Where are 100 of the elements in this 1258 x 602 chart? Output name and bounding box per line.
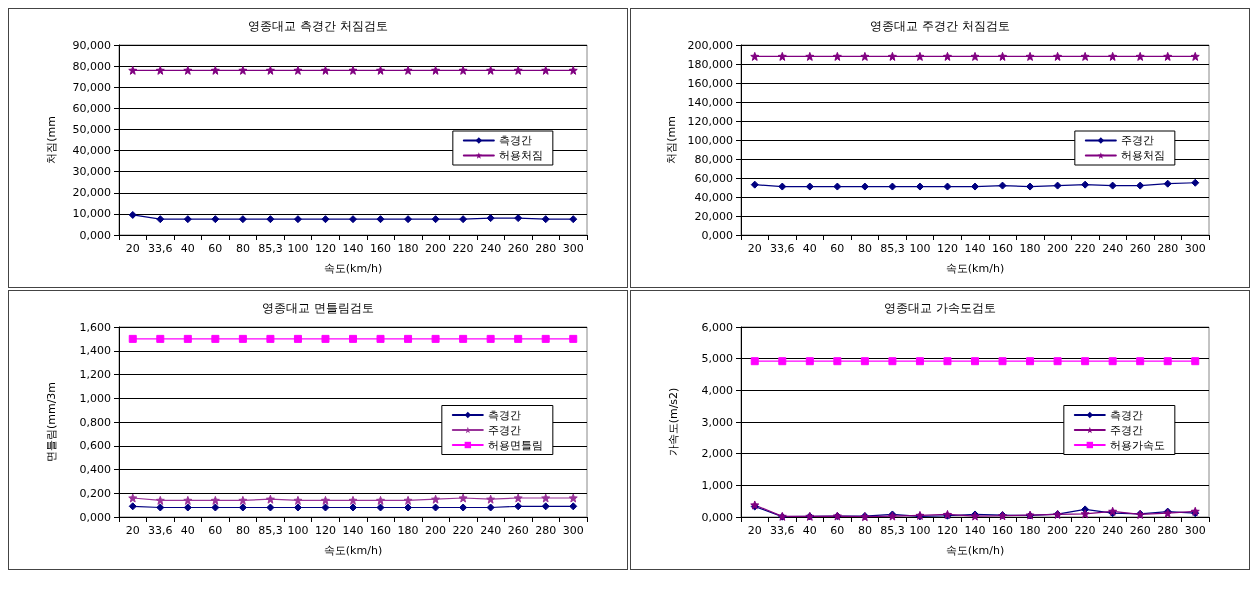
y-tick-label: 200,000 xyxy=(687,38,733,52)
y-tick-label: 0,000 xyxy=(701,228,733,242)
y-tick-label: 140,000 xyxy=(687,95,733,109)
x-tick-label: 80 xyxy=(857,524,872,537)
y-tick-label: 90,000 xyxy=(72,38,111,52)
x-axis-title: 속도(km/h) xyxy=(323,544,383,557)
y-tick-label: 0,600 xyxy=(79,439,111,453)
x-tick-label: 240 xyxy=(1102,524,1124,537)
x-tick-label: 240 xyxy=(480,524,502,537)
x-tick-label: 60 xyxy=(208,524,223,537)
y-axis-title: 처짐(mm xyxy=(45,116,58,164)
chart-title: 영종대교 가속도검토 xyxy=(884,301,996,315)
x-tick-label: 140 xyxy=(342,524,364,537)
x-tick-label: 40 xyxy=(802,242,817,255)
x-axis-title: 속도(km/h) xyxy=(323,262,383,275)
x-tick-label: 160 xyxy=(370,242,392,255)
x-tick-label: 40 xyxy=(180,242,195,255)
y-tick-label: 80,000 xyxy=(72,59,111,73)
y-tick-label: 0,000 xyxy=(79,510,111,524)
y-tick-label: 20,000 xyxy=(72,186,111,200)
y-tick-label: 100,000 xyxy=(687,133,733,147)
y-tick-label: 1,000 xyxy=(79,391,111,405)
x-tick-label: 160 xyxy=(992,524,1014,537)
x-tick-label: 220 xyxy=(452,524,474,537)
legend-label: 주경간 xyxy=(1120,134,1154,147)
x-tick-label: 280 xyxy=(1157,524,1179,537)
x-tick-label: 40 xyxy=(802,524,817,537)
y-tick-label: 60,000 xyxy=(694,171,733,185)
x-tick-label: 120 xyxy=(936,524,958,537)
x-tick-label: 20 xyxy=(125,242,140,255)
x-tick-label: 260 xyxy=(507,524,529,537)
x-tick-label: 260 xyxy=(507,242,529,255)
y-tick-label: 0,800 xyxy=(79,415,111,429)
y-tick-label: 40,000 xyxy=(694,190,733,204)
x-axis-title: 속도(km/h) xyxy=(945,262,1005,275)
x-tick-label: 85,3 xyxy=(880,242,905,255)
x-tick-label: 160 xyxy=(992,242,1014,255)
legend-label: 주경간 xyxy=(1109,423,1143,437)
x-tick-label: 280 xyxy=(535,524,557,537)
legend-label: 허용가속도 xyxy=(1109,438,1165,452)
legend-label: 허용면틀림 xyxy=(487,438,543,452)
x-tick-label: 300 xyxy=(562,242,584,255)
x-tick-label: 260 xyxy=(1129,242,1151,255)
x-tick-label: 200 xyxy=(425,242,447,255)
x-tick-label: 20 xyxy=(747,242,762,255)
y-tick-label: 0,400 xyxy=(79,463,111,476)
x-axis-title: 속도(km/h) xyxy=(945,544,1005,557)
y-tick-label: 0,200 xyxy=(79,486,111,500)
chart-title: 영종대교 면틀림검토 xyxy=(262,301,374,315)
y-tick-label: 1,400 xyxy=(79,344,111,358)
x-tick-label: 260 xyxy=(1129,524,1151,537)
x-tick-label: 200 xyxy=(425,524,447,537)
y-tick-label: 10,000 xyxy=(72,207,111,221)
x-tick-label: 40 xyxy=(180,524,195,537)
y-tick-label: 80,000 xyxy=(694,152,733,166)
legend-label: 허용처짐 xyxy=(1120,149,1165,162)
y-tick-label: 1,200 xyxy=(79,368,111,381)
x-tick-label: 140 xyxy=(964,242,986,255)
x-tick-label: 80 xyxy=(235,524,250,537)
x-tick-label: 280 xyxy=(535,242,557,255)
x-tick-label: 20 xyxy=(747,524,762,537)
y-tick-label: 70,000 xyxy=(72,80,111,94)
x-tick-label: 85,3 xyxy=(880,524,905,537)
x-tick-label: 180 xyxy=(1019,524,1041,537)
x-tick-label: 33,6 xyxy=(148,524,173,537)
x-tick-label: 120 xyxy=(314,524,336,537)
legend-label: 측경간 xyxy=(487,408,521,422)
y-tick-label: 20,000 xyxy=(694,209,733,223)
y-tick-label: 120,000 xyxy=(687,114,733,128)
x-tick-label: 85,3 xyxy=(258,524,283,537)
x-tick-label: 80 xyxy=(235,242,250,255)
y-tick-label: 4,000 xyxy=(701,383,733,397)
x-tick-label: 180 xyxy=(397,524,419,537)
y-tick-label: 5,000 xyxy=(701,352,733,366)
y-tick-label: 50,000 xyxy=(72,122,111,136)
y-axis-title: 면틀림(mm/3m xyxy=(45,381,58,463)
y-tick-label: 0,000 xyxy=(701,510,733,524)
x-tick-label: 85,3 xyxy=(258,242,283,255)
x-tick-label: 33,6 xyxy=(770,524,795,537)
x-tick-label: 100 xyxy=(287,242,309,255)
x-tick-label: 100 xyxy=(909,524,931,537)
y-tick-label: 30,000 xyxy=(72,165,111,179)
y-tick-label: 60,000 xyxy=(72,101,111,115)
x-tick-label: 140 xyxy=(964,524,986,537)
y-tick-label: 2,000 xyxy=(701,447,733,461)
legend-label: 주경간 xyxy=(487,423,521,437)
x-tick-label: 60 xyxy=(830,524,845,537)
x-tick-label: 120 xyxy=(314,242,336,255)
y-axis-title: 처짐(mm xyxy=(664,116,678,164)
x-tick-label: 80 xyxy=(857,242,872,255)
y-tick-label: 6,000 xyxy=(701,320,733,334)
x-tick-label: 280 xyxy=(1157,242,1179,255)
x-tick-label: 60 xyxy=(208,242,223,255)
x-tick-label: 300 xyxy=(562,524,584,537)
y-tick-label: 180,000 xyxy=(687,57,733,71)
x-tick-label: 220 xyxy=(1074,242,1096,255)
x-tick-label: 140 xyxy=(342,242,364,255)
x-tick-label: 120 xyxy=(936,242,958,255)
x-tick-label: 33,6 xyxy=(148,242,173,255)
x-tick-label: 33,6 xyxy=(770,242,795,255)
